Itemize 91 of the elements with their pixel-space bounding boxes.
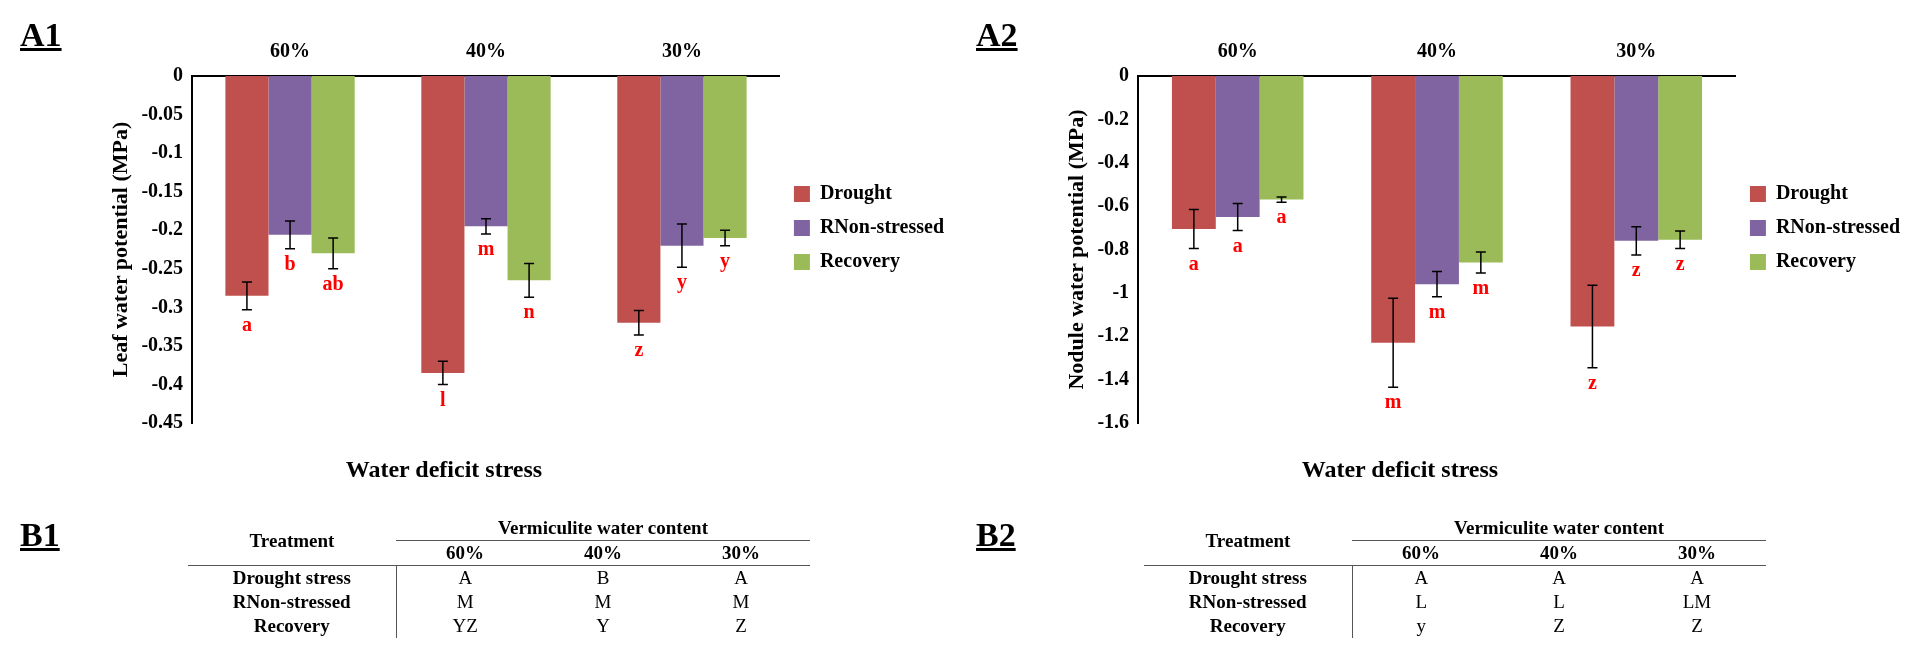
x-tick-label: 40% [1416, 39, 1457, 62]
y-tick-label: -0.35 [141, 333, 184, 356]
y-tick-label: -0.25 [141, 255, 184, 278]
category-label: Drought stress [232, 567, 351, 588]
text: B [596, 567, 610, 588]
category-label: 40% [1490, 540, 1628, 566]
text: M [732, 591, 750, 612]
data-label: z [634, 338, 644, 361]
y-tick-label: -0.8 [1097, 236, 1130, 259]
legend-label: Recovery [1775, 249, 1856, 273]
y-tick-label: 0 [1119, 63, 1130, 86]
data-label: n [523, 300, 535, 323]
text: LM [1682, 591, 1712, 612]
y-tick-label: -1.4 [1097, 366, 1130, 389]
category-label: 60% [396, 540, 534, 566]
data-label: a [241, 312, 252, 335]
text: Z [735, 615, 747, 636]
x-tick-label: 30% [661, 39, 702, 62]
text: M [456, 591, 474, 612]
data-label: b [284, 251, 296, 274]
y-tick-label: -0.3 [151, 294, 184, 317]
legend-label: Drought [1775, 181, 1849, 205]
data-label: m [477, 237, 495, 260]
data-label: a [1232, 233, 1243, 256]
data-label: y [676, 270, 687, 294]
text: L [1553, 591, 1565, 612]
y-axis-title: Nodule water potential (MPa) [1062, 109, 1088, 390]
text: Vermiculite water content [1352, 516, 1766, 541]
y-tick-label: -0.1 [151, 140, 184, 163]
category-label: Recovery [253, 615, 330, 636]
data-label: y [720, 248, 731, 272]
data-label: z [1587, 370, 1597, 393]
x-tick-label: 60% [270, 39, 311, 62]
x-tick-label: 60% [1217, 39, 1258, 62]
legend-label: Recovery [819, 249, 900, 273]
x-tick-label: 30% [1616, 39, 1657, 62]
y-tick-label: -1 [1112, 280, 1130, 303]
data-label: z [1675, 251, 1685, 274]
y-tick-label: -0.4 [151, 371, 184, 394]
data-label: a [1188, 251, 1199, 274]
legend-label: RNon-stressed [1775, 215, 1901, 238]
legend-label: RNon-stressed [819, 215, 945, 238]
text: M [594, 591, 612, 612]
category-label: RNon-stressed [232, 591, 351, 612]
category-label: 30% [672, 540, 810, 566]
chart-title: A1 [20, 16, 62, 54]
text: A [458, 567, 473, 588]
data-label: m [1472, 276, 1490, 299]
text: Z [1553, 615, 1565, 636]
category-label: 30% [1628, 540, 1766, 566]
y-tick-label: -0.6 [1097, 193, 1130, 216]
text: B2 [976, 516, 1016, 554]
text: Treatment [188, 516, 396, 566]
y-tick-label: 0 [173, 63, 184, 86]
text: YZ [452, 615, 478, 636]
category-label: RNon-stressed [1188, 591, 1307, 612]
data-label: ab [322, 271, 344, 294]
text: A [734, 567, 748, 588]
y-tick-label: -0.2 [151, 217, 184, 240]
data-label: a [1276, 205, 1287, 228]
text: Vermiculite water content [396, 516, 810, 541]
text: A [1552, 567, 1566, 588]
category-label: Drought stress [1188, 567, 1307, 588]
text: y [1416, 615, 1426, 636]
text: B1 [20, 516, 60, 554]
y-tick-label: -0.45 [141, 410, 184, 433]
y-axis-title: Leaf water potential (MPa) [106, 121, 132, 378]
data-label: l [440, 387, 447, 410]
data-label: m [1428, 299, 1446, 322]
text: A [1414, 567, 1429, 588]
x-axis-title: Water deficit stress [1300, 456, 1500, 483]
text: Y [596, 615, 610, 636]
y-tick-label: -0.05 [141, 101, 184, 124]
category-label: Recovery [1209, 615, 1286, 636]
y-tick-label: -1.6 [1097, 410, 1130, 433]
text: Treatment [1144, 516, 1352, 566]
data-label: m [1384, 390, 1402, 413]
y-tick-label: -0.15 [141, 178, 184, 201]
y-tick-label: -0.4 [1097, 149, 1130, 172]
chart-title: A2 [976, 16, 1018, 54]
y-tick-label: -1.2 [1097, 323, 1130, 346]
text: A [1690, 567, 1704, 588]
legend-label: Drought [819, 181, 893, 205]
y-tick-label: -0.2 [1097, 106, 1130, 129]
category-label: 60% [1352, 540, 1490, 566]
text: L [1415, 591, 1428, 612]
category-label: 40% [534, 540, 672, 566]
text: Z [1691, 615, 1703, 636]
data-label: z [1631, 258, 1641, 281]
x-axis-title: Water deficit stress [344, 456, 544, 483]
x-tick-label: 40% [465, 39, 506, 62]
